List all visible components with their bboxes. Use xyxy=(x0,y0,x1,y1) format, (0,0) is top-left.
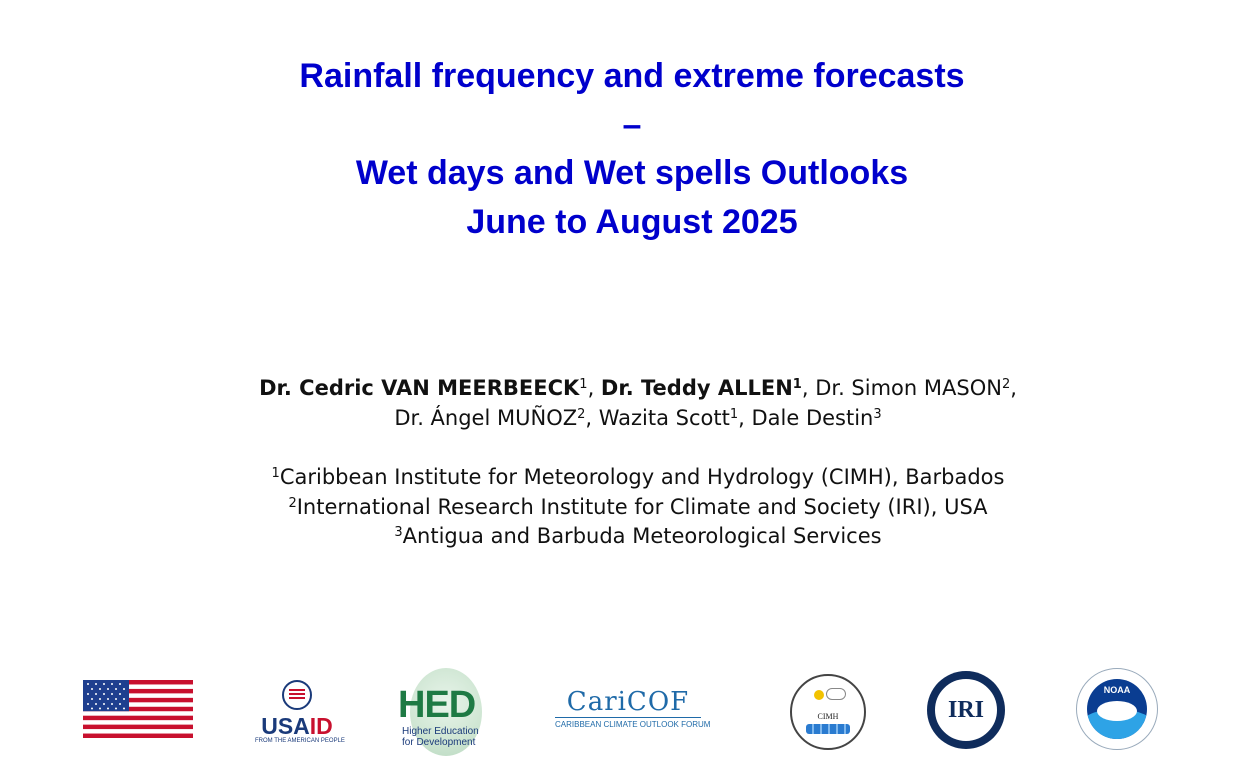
cimh-logo: CIMH xyxy=(790,674,866,750)
author-name: , Wazita Scott xyxy=(585,405,730,430)
affiliation-text: Caribbean Institute for Meteorology and … xyxy=(279,465,1005,489)
affiliation-text: International Research Institute for Cli… xyxy=(296,494,988,519)
author-line-2: Dr. Ángel MUÑOZ2, Wazita Scott1, Dale De… xyxy=(0,404,1252,434)
usaid-wordmark-a: USA xyxy=(261,713,310,739)
usaid-wordmark: USAID xyxy=(255,714,339,738)
noaa-label: NOAA xyxy=(1103,685,1131,695)
hed-tagline-1: Higher Education xyxy=(402,726,479,737)
page-title: Rainfall frequency and extreme forecasts… xyxy=(0,52,1252,246)
affiliation-sup: 1 xyxy=(271,466,280,481)
sun-icon xyxy=(814,690,824,700)
caricof-wordmark: CariCOF xyxy=(566,687,690,717)
title-line-3: Wet days and Wet spells Outlooks xyxy=(355,154,909,192)
author-sup: 2 xyxy=(577,406,586,422)
noaa-logo: NOAA xyxy=(1076,668,1158,750)
usaid-tagline: FROM THE AMERICAN PEOPLE xyxy=(255,738,345,744)
title-line-2: – xyxy=(622,105,642,144)
bird-icon xyxy=(1097,701,1137,721)
cimh-label: CIMH xyxy=(817,712,839,721)
hed-tagline: Higher Education for Development xyxy=(402,726,479,748)
waves-icon xyxy=(806,724,850,734)
author-sup: 1 xyxy=(579,377,588,392)
affiliation-list: 1Caribbean Institute for Meteorology and… xyxy=(0,463,1252,552)
caricof-divider xyxy=(555,717,701,718)
title-line-1: Rainfall frequency and extreme forecasts xyxy=(299,57,965,95)
author-separator: , xyxy=(1010,376,1017,400)
author-line-1: Dr. Cedric VAN MEERBEECK1, Dr. Teddy ALL… xyxy=(0,374,1252,404)
hed-logo: HED Higher Education for Development xyxy=(396,668,488,758)
iri-logo: IRI xyxy=(927,671,1005,749)
caricof-tagline: CARIBBEAN CLIMATE OUTLOOK FORUM xyxy=(555,720,711,729)
noaa-emblem: NOAA xyxy=(1087,679,1147,739)
author-name: , Dr. Simon MASON xyxy=(801,376,1002,400)
us-flag-icon xyxy=(83,680,193,738)
us-flag-logo xyxy=(83,680,193,738)
affiliation-text: Antigua and Barbuda Meteorological Servi… xyxy=(402,524,882,548)
author-list: Dr. Cedric VAN MEERBEECK1, Dr. Teddy ALL… xyxy=(0,374,1252,433)
hed-wordmark: HED xyxy=(398,684,476,726)
affiliation-item: 1Caribbean Institute for Meteorology and… xyxy=(0,463,1252,493)
usaid-wordmark-b: ID xyxy=(309,713,333,739)
usaid-seal-icon xyxy=(282,680,312,710)
caricof-logo: CariCOF CARIBBEAN CLIMATE OUTLOOK FORUM xyxy=(555,687,711,729)
author-name: Dr. Teddy ALLEN xyxy=(600,376,793,400)
affiliation-item: 2International Research Institute for Cl… xyxy=(0,493,1252,523)
iri-label: IRI xyxy=(947,697,984,723)
affiliation-sup: 2 xyxy=(288,495,297,511)
title-line-4: June to August 2025 xyxy=(466,202,798,241)
affiliation-sup: 3 xyxy=(394,525,403,540)
globe-icon xyxy=(410,668,482,756)
author-sup: 1 xyxy=(729,406,739,422)
author-name: Dr. Ángel MUÑOZ xyxy=(394,405,578,430)
author-separator: , xyxy=(587,376,601,400)
hed-tagline-2: for Development xyxy=(402,737,476,748)
iri-inner-ring: IRI xyxy=(933,677,999,743)
author-sup: 2 xyxy=(1001,377,1011,392)
affiliation-item: 3Antigua and Barbuda Meteorological Serv… xyxy=(0,522,1252,552)
cloud-icon xyxy=(826,688,846,700)
author-name: , Dale Destin xyxy=(738,405,874,430)
author-sup: 3 xyxy=(873,406,882,422)
usaid-logo: USAID FROM THE AMERICAN PEOPLE xyxy=(255,680,345,746)
author-name: Dr. Cedric VAN MEERBEECK xyxy=(259,376,580,400)
author-sup: 1 xyxy=(792,377,802,392)
